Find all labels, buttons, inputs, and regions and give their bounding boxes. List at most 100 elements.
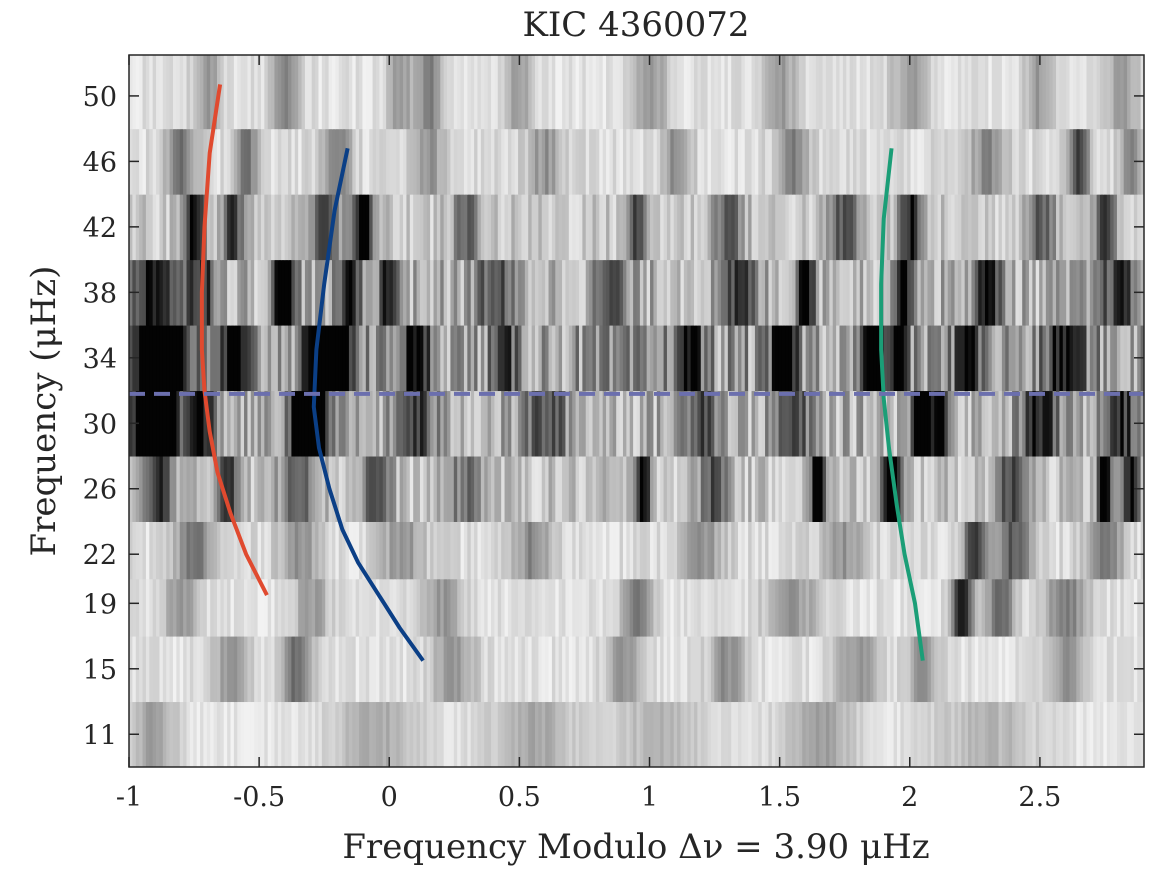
heatmap-cell	[825, 55, 830, 130]
heatmap-cell	[771, 128, 776, 195]
heatmap-cell	[903, 456, 908, 522]
heatmap-cell	[1056, 521, 1061, 580]
heatmap-cell	[325, 128, 330, 195]
heatmap-cell	[453, 55, 458, 130]
heatmap-cell	[1076, 128, 1081, 195]
heatmap-cell	[210, 521, 215, 580]
heatmap-cell	[903, 259, 908, 326]
heatmap-cell	[947, 128, 952, 195]
heatmap-cell	[288, 194, 292, 261]
heatmap-cell	[819, 636, 824, 703]
heatmap-cell	[1025, 521, 1030, 580]
heatmap-cell	[853, 128, 858, 195]
heatmap-cell	[971, 456, 976, 522]
heatmap-cell	[832, 390, 837, 457]
heatmap-cell	[741, 194, 746, 261]
heatmap-cell	[440, 55, 445, 130]
heatmap-cell	[1100, 194, 1104, 261]
heatmap-cell	[842, 325, 847, 392]
heatmap-cell	[447, 194, 452, 261]
heatmap-cell	[907, 259, 912, 326]
heatmap-cell	[717, 259, 722, 326]
heatmap-cell	[612, 390, 617, 457]
heatmap-cell	[622, 701, 627, 767]
heatmap-cell	[304, 456, 309, 522]
heatmap-cell	[731, 701, 736, 767]
heatmap-cell	[348, 456, 353, 522]
heatmap-cell	[913, 701, 918, 767]
heatmap-cell	[518, 128, 523, 195]
heatmap-cell	[298, 390, 303, 457]
plot-frame	[128, 54, 1145, 768]
heatmap-cell	[704, 578, 709, 637]
heatmap-cell	[646, 456, 651, 522]
heatmap-cell	[254, 578, 259, 637]
heatmap-cell	[436, 194, 441, 261]
heatmap-cell	[379, 194, 384, 261]
heatmap-cell	[704, 194, 709, 261]
heatmap-cell	[396, 701, 401, 767]
heatmap-cell	[761, 390, 766, 457]
heatmap-cell	[1116, 701, 1121, 767]
heatmap-cell	[927, 325, 932, 392]
heatmap-cell	[237, 259, 242, 326]
heatmap-cell	[754, 456, 759, 522]
heatmap-cell	[761, 128, 766, 195]
heatmap-cell	[1062, 55, 1067, 130]
heatmap-cell	[260, 55, 265, 130]
heatmap-cell	[599, 194, 604, 261]
heatmap-cell	[1059, 325, 1064, 392]
heatmap-cell	[504, 636, 509, 703]
heatmap-cell	[1086, 259, 1091, 326]
heatmap-cell	[1035, 701, 1040, 767]
heatmap-cell	[220, 128, 225, 195]
heatmap-cell	[233, 701, 238, 767]
heatmap-cell	[984, 456, 989, 522]
heatmap-cell	[1015, 701, 1020, 767]
heatmap-cell	[304, 325, 309, 392]
heatmap-cell	[271, 390, 276, 457]
heatmap-cell	[277, 128, 282, 195]
heatmap-cell	[555, 55, 560, 130]
heatmap-cell	[433, 578, 438, 637]
heatmap-cell	[795, 701, 800, 767]
heatmap-cell	[450, 194, 455, 261]
heatmap-cell	[829, 128, 834, 195]
heatmap-cell	[741, 128, 746, 195]
heatmap-cell	[602, 325, 607, 392]
heatmap-cell	[1103, 55, 1108, 130]
heatmap-cell	[1012, 325, 1017, 392]
heatmap-cell	[142, 701, 147, 767]
heatmap-cell	[937, 456, 942, 522]
heatmap-cell	[538, 128, 543, 195]
heatmap-cell	[254, 390, 259, 457]
heatmap-cell	[139, 390, 144, 457]
heatmap-cell	[308, 128, 313, 195]
heatmap-cell	[189, 456, 194, 522]
heatmap-cell	[886, 456, 891, 522]
heatmap-cell	[856, 701, 861, 767]
heatmap-cell	[1028, 55, 1033, 130]
heatmap-cell	[883, 259, 888, 326]
heatmap-cell	[839, 456, 844, 522]
heatmap-cell	[497, 194, 502, 261]
heatmap-cell	[301, 194, 306, 261]
heatmap-cell	[924, 259, 929, 326]
heatmap-cell	[274, 55, 279, 130]
heatmap-cell	[247, 128, 252, 195]
heatmap-cell	[342, 521, 347, 580]
heatmap-cell	[748, 194, 753, 261]
heatmap-cell	[900, 578, 905, 637]
heatmap-cell	[1120, 701, 1125, 767]
heatmap-cell	[460, 55, 465, 130]
heatmap-cell	[311, 259, 316, 326]
heatmap-cell	[447, 259, 452, 326]
heatmap-cell	[802, 456, 807, 522]
heatmap-cell	[646, 521, 651, 580]
heatmap-cell	[609, 55, 614, 130]
heatmap-cell	[1093, 55, 1098, 130]
heatmap-cell	[213, 325, 218, 392]
heatmap-cell	[281, 521, 286, 580]
heatmap-cell	[457, 128, 462, 195]
heatmap-cell	[595, 325, 600, 392]
